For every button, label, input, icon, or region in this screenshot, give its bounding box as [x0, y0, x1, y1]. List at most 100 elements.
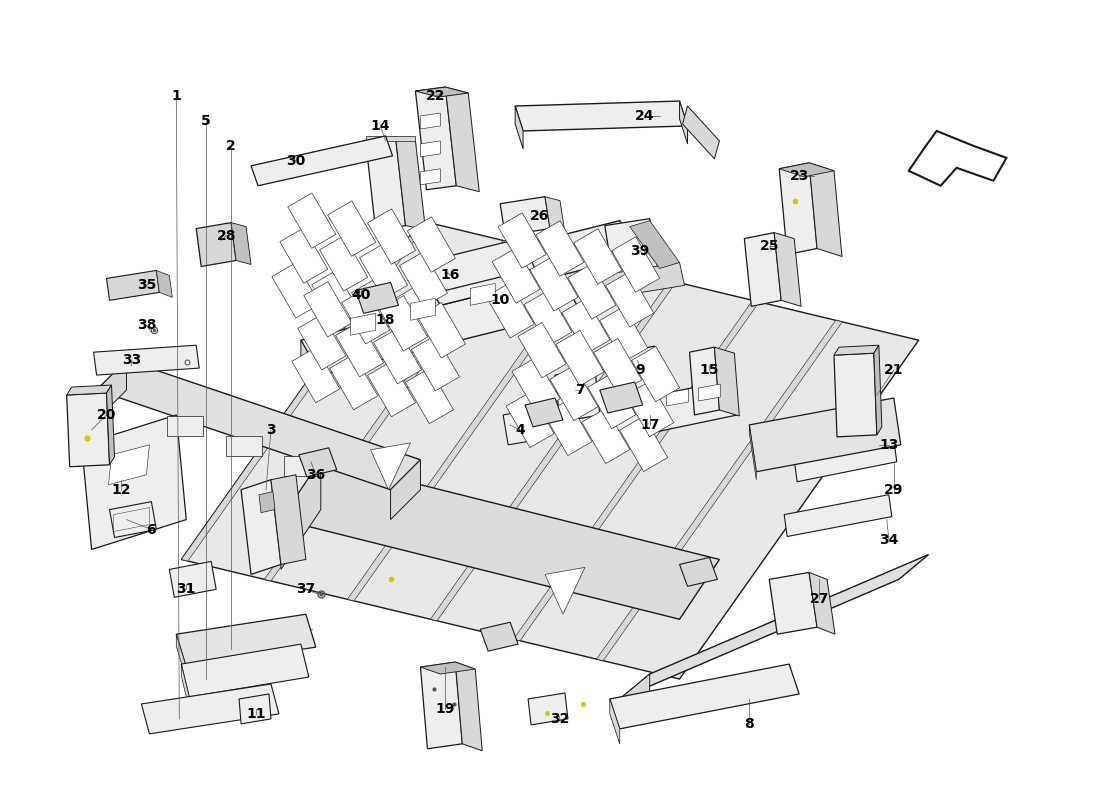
Polygon shape — [241, 480, 280, 574]
Polygon shape — [390, 460, 420, 519]
Polygon shape — [784, 494, 892, 537]
Polygon shape — [420, 169, 440, 185]
Polygon shape — [446, 87, 480, 192]
Text: 33: 33 — [122, 353, 141, 367]
Polygon shape — [292, 347, 340, 402]
Polygon shape — [619, 554, 928, 699]
Polygon shape — [794, 440, 896, 482]
Polygon shape — [288, 193, 336, 248]
Text: 13: 13 — [879, 438, 899, 452]
Text: 35: 35 — [136, 278, 156, 292]
Polygon shape — [528, 693, 568, 725]
Polygon shape — [749, 425, 757, 480]
Text: 2: 2 — [227, 139, 236, 153]
Text: 29: 29 — [884, 482, 903, 497]
Polygon shape — [562, 298, 609, 354]
Polygon shape — [506, 392, 554, 448]
Polygon shape — [351, 314, 375, 335]
Polygon shape — [587, 374, 636, 429]
Polygon shape — [605, 218, 660, 287]
Polygon shape — [367, 209, 416, 264]
Polygon shape — [556, 368, 600, 422]
Text: 8: 8 — [745, 717, 755, 731]
Polygon shape — [615, 346, 660, 395]
Polygon shape — [94, 345, 199, 375]
Polygon shape — [410, 238, 535, 295]
Text: 38: 38 — [136, 318, 156, 332]
Polygon shape — [301, 275, 580, 375]
Polygon shape — [239, 694, 271, 724]
Polygon shape — [486, 282, 535, 338]
Polygon shape — [396, 137, 426, 230]
Polygon shape — [226, 436, 262, 456]
Polygon shape — [512, 358, 560, 413]
Polygon shape — [536, 221, 584, 276]
Text: 24: 24 — [635, 109, 654, 123]
Text: 27: 27 — [810, 592, 828, 606]
Text: 31: 31 — [177, 582, 196, 596]
Polygon shape — [514, 300, 759, 641]
Polygon shape — [142, 684, 279, 734]
Polygon shape — [348, 261, 593, 601]
Polygon shape — [320, 236, 367, 291]
Polygon shape — [279, 228, 328, 283]
Text: 12: 12 — [112, 482, 131, 497]
Text: 3: 3 — [266, 423, 276, 437]
Text: 32: 32 — [550, 712, 570, 726]
Polygon shape — [156, 270, 173, 298]
Text: 11: 11 — [246, 707, 266, 721]
Polygon shape — [596, 320, 843, 661]
Polygon shape — [543, 400, 592, 455]
Text: 17: 17 — [640, 418, 659, 432]
Polygon shape — [430, 281, 676, 621]
Polygon shape — [629, 221, 680, 269]
Polygon shape — [392, 286, 440, 342]
Text: 19: 19 — [436, 702, 455, 716]
Text: 22: 22 — [426, 89, 446, 103]
Polygon shape — [612, 237, 660, 292]
Polygon shape — [298, 314, 345, 370]
Polygon shape — [420, 141, 440, 157]
Polygon shape — [774, 233, 801, 306]
Polygon shape — [379, 295, 428, 351]
Polygon shape — [769, 572, 817, 634]
Polygon shape — [481, 622, 518, 651]
Text: 39: 39 — [630, 243, 649, 258]
Polygon shape — [81, 415, 186, 550]
Polygon shape — [355, 282, 398, 314]
Polygon shape — [600, 306, 648, 362]
Polygon shape — [515, 101, 688, 131]
Text: 34: 34 — [879, 533, 899, 546]
Text: 28: 28 — [217, 229, 235, 242]
Polygon shape — [182, 221, 918, 679]
Polygon shape — [420, 113, 440, 129]
Polygon shape — [416, 87, 469, 97]
Text: 30: 30 — [286, 154, 306, 168]
Polygon shape — [667, 389, 689, 406]
Polygon shape — [110, 502, 156, 538]
Polygon shape — [714, 347, 739, 416]
Polygon shape — [550, 366, 598, 421]
Text: 16: 16 — [441, 269, 460, 282]
Text: 10: 10 — [491, 294, 510, 307]
Polygon shape — [176, 614, 316, 667]
Polygon shape — [410, 298, 436, 320]
Polygon shape — [371, 443, 410, 490]
Polygon shape — [810, 572, 835, 634]
Text: 20: 20 — [97, 408, 117, 422]
Polygon shape — [352, 278, 399, 334]
Polygon shape — [367, 362, 416, 417]
Polygon shape — [360, 244, 408, 299]
Polygon shape — [328, 201, 376, 256]
Polygon shape — [272, 262, 320, 318]
Polygon shape — [680, 101, 688, 144]
Polygon shape — [745, 233, 781, 306]
Polygon shape — [609, 699, 619, 744]
Polygon shape — [500, 197, 550, 235]
Polygon shape — [420, 221, 640, 306]
Polygon shape — [304, 282, 352, 337]
Polygon shape — [556, 330, 604, 386]
Polygon shape — [498, 213, 546, 268]
Polygon shape — [635, 394, 657, 411]
Polygon shape — [280, 460, 719, 619]
